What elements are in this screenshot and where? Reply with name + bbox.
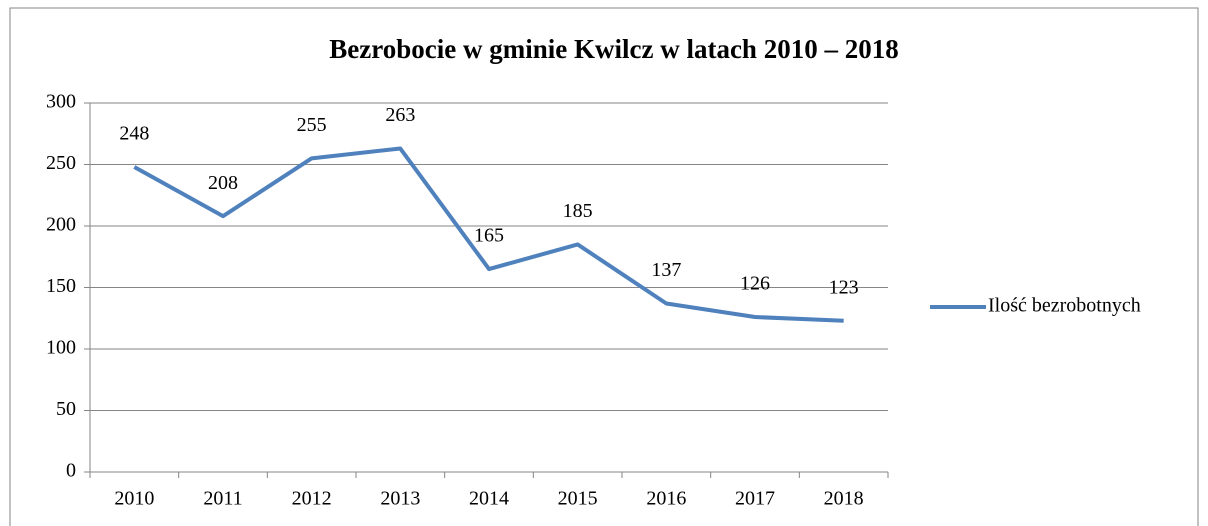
- y-tick-label: 150: [46, 275, 76, 297]
- data-label: 263: [385, 104, 415, 126]
- data-label: 185: [563, 200, 593, 222]
- x-tick-label: 2017: [735, 488, 775, 510]
- legend-label: Ilość bezrobotnych: [988, 295, 1141, 317]
- data-label: 255: [297, 114, 327, 136]
- data-label: 137: [651, 259, 681, 281]
- data-line: [133, 146, 844, 323]
- data-label: 208: [208, 172, 238, 194]
- chart-frame: [9, 7, 1199, 526]
- y-tick-label: 200: [46, 214, 76, 236]
- y-tick-label: 250: [46, 152, 76, 174]
- x-tick-label: 2018: [824, 488, 864, 510]
- x-tick-label: 2013: [380, 488, 420, 510]
- x-tick-label: 2011: [203, 488, 242, 510]
- x-tick-label: 2015: [558, 488, 598, 510]
- x-tick-label: 2014: [469, 488, 509, 510]
- data-label: 248: [119, 123, 149, 145]
- y-tick-label: 50: [56, 398, 76, 420]
- y-tick-label: 0: [66, 460, 76, 482]
- y-tick-label: 100: [46, 337, 76, 359]
- y-tick-label: 300: [46, 91, 76, 113]
- chart-title: Bezrobocie w gminie Kwilcz w latach 2010…: [329, 34, 898, 64]
- x-tick-label: 2012: [292, 488, 332, 510]
- x-tick-label: 2016: [646, 488, 686, 510]
- data-label: 126: [740, 273, 770, 295]
- data-label: 165: [474, 225, 504, 247]
- data-label: 123: [829, 276, 859, 298]
- x-tick-label: 2010: [114, 488, 154, 510]
